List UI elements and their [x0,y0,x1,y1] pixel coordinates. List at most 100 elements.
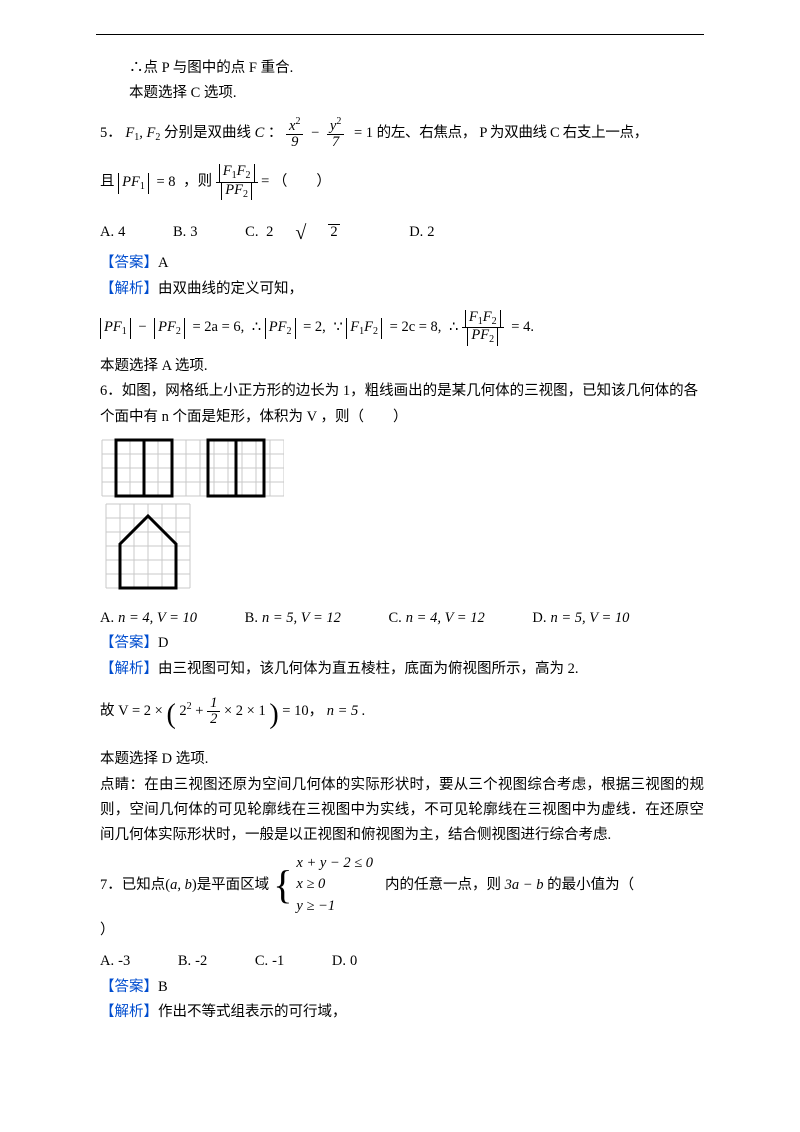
q5-derivation: PF1 − PF2 = 2a = 6, ∴ PF2 = 2, ∵ F1F2 = … [100,310,704,346]
q7-answer: 【答案】B [100,975,704,1000]
q5-options: A.4 B.3 C. 2√2 D.2 [100,216,704,251]
colon: ： [268,125,283,141]
frac1: x2 9 [286,117,303,150]
v: A [158,255,168,271]
q6-conclusion: 本题选择 D 选项. [100,747,704,772]
v: = 8 [156,174,175,190]
t: 由三视图可知，该几何体为直五棱柱，底面为俯视图所示，高为 2. [158,661,579,677]
t: 由双曲线的定义可知， [158,281,303,297]
p: + [195,703,207,719]
t3: ∴ [449,319,458,335]
d: = 4. [511,319,534,335]
q5-optC[interactable]: C. 2√2 [245,224,387,240]
l: C. [389,610,402,626]
F2: F [237,163,246,179]
r2: x ≥ 0 [296,874,373,896]
l: A. [100,610,114,626]
r1: x + y − 2 ≤ 0 [296,853,373,875]
q7-explain: 【解析】作出不等式组表示的可行域， [100,1000,704,1025]
a: 故 [100,703,118,719]
d: 2 [207,711,220,727]
q7-close: ） [100,918,704,943]
sub1: 1 [134,132,139,143]
lbl: 【解析】 [100,281,158,297]
l: A. [100,224,114,240]
sqrt2: √2 [295,216,361,251]
q6-explain: 【解析】由三视图可知，该几何体为直五棱柱，底面为俯视图所示，高为 2. [100,657,704,682]
v: n = 4, V = 12 [406,610,485,626]
q5-line2: 且 PF1 = 8 ，则 F1F2 PF2 = （ ） [100,164,704,200]
l: A. [100,953,114,969]
c: = 2c = 8, [390,319,442,335]
q7-optD[interactable]: D.0 [332,953,379,969]
r3: y ≥ −1 [296,896,373,918]
v: D [158,635,168,651]
ia: 2 [179,703,186,719]
l: D. [409,224,423,240]
q5-answer: 【答案】A [100,251,704,276]
p: 2 [266,224,273,240]
top-grids [100,436,284,500]
t2: ，则 [183,174,212,190]
q5-num: 5． [100,125,122,141]
l: B. [173,224,186,240]
PF: PF [225,182,243,198]
t1: ∴ [252,319,261,335]
q5-optB[interactable]: B.3 [173,224,220,240]
q7-optA[interactable]: A.-3 [100,953,152,969]
d: 9 [286,134,303,150]
l: D. [332,953,346,969]
l: B. [178,953,191,969]
q6-options: A.n = 4, V = 10 B.n = 5, V = 12 C.n = 4,… [100,606,704,631]
q6-optC[interactable]: C.n = 4, V = 12 [389,610,507,626]
v: 2 [427,224,434,240]
a: 7．已知点 [100,873,165,898]
l: C. [245,224,258,240]
s: 2 [295,116,300,127]
i: 1 [140,181,145,192]
l: C. [255,953,268,969]
q6-stem: 6．如图，网格纸上小正方形的边长为 1，粗线画出的是某几何体的三视图，已知该几何… [100,379,704,430]
v: 3 [190,224,197,240]
ratio: F1F2 PF2 [216,164,258,200]
lbl: 【答案】 [100,635,158,651]
q6-optB[interactable]: B.n = 5, V = 12 [245,610,363,626]
ab: a, b [170,873,192,898]
pf: PF [122,174,140,190]
q6-optD[interactable]: D.n = 5, V = 10 [532,610,651,626]
q7-optC[interactable]: C.-1 [255,953,306,969]
t: 作出不等式组表示的可行域， [158,1004,347,1020]
a: = 2a = 6, [193,319,245,335]
v: 4 [118,224,125,240]
q5-conclusion: 本题选择 A 选项. [100,354,704,379]
b: = 2, [303,319,326,335]
v: n = 5, V = 10 [550,610,629,626]
s: 2 [336,116,341,127]
t2: 的左、右焦点， P 为双曲线 C 右支上一点， [377,125,648,141]
q6-tip: 点睛：在由三视图还原为空间几何体的实际形状时，要从三个视图综合考虑，根据三视图的… [100,773,704,849]
t: 分别是双曲线 [164,125,255,141]
o: = 10， [282,703,323,719]
n5: n = 5 . [327,703,366,719]
v: 0 [350,953,357,969]
q6-optA[interactable]: A.n = 4, V = 10 [100,610,219,626]
v: n = 5, V = 12 [262,610,341,626]
r: 2 [328,224,339,240]
q7-options: A.-3 B.-2 C.-1 D.0 [100,949,704,974]
d: 7 [327,134,344,150]
s: 2 [187,701,192,712]
q6-answer: 【答案】D [100,631,704,656]
v: B [158,979,168,995]
q5-optD[interactable]: D.2 [409,224,456,240]
q: = （ ） [261,174,331,190]
n: 1 [207,696,220,711]
abs-pf1: PF1 [118,173,149,194]
j: 2 [246,170,251,181]
q7-optB[interactable]: B.-2 [178,953,229,969]
l: D. [532,610,546,626]
b: 是平面区域 [197,873,270,898]
v: -2 [195,953,207,969]
q5-optA[interactable]: A.4 [100,224,147,240]
v: -1 [272,953,284,969]
t2: ∵ [333,319,342,335]
